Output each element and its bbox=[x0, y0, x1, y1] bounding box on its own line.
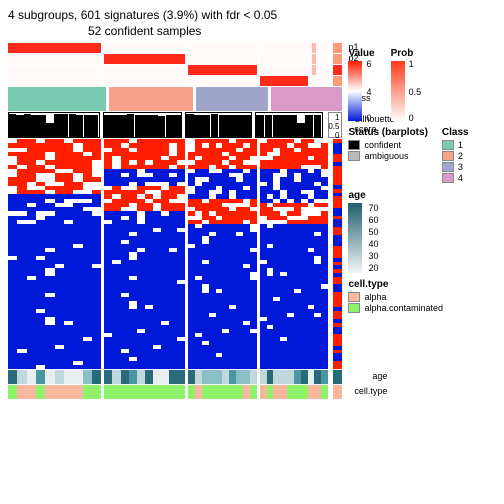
figure-row: p1p2p3p4 Class Silhouette score 10.50 12… bbox=[8, 42, 496, 400]
page-title: 4 subgroups, 601 signatures (3.9%) with … bbox=[8, 8, 496, 22]
heatmap: 123 bbox=[8, 139, 342, 369]
bottom-tracks: agecell.type bbox=[8, 370, 342, 399]
cell.type-track: cell.type bbox=[8, 385, 342, 399]
figure-column: p1p2p3p4 Class Silhouette score 10.50 12… bbox=[8, 42, 342, 400]
class-track: Class bbox=[8, 87, 342, 111]
page-subtitle: 52 confident samples bbox=[8, 24, 496, 38]
age-track: age bbox=[8, 370, 342, 384]
age-legend: age 706050403020 bbox=[348, 190, 496, 273]
p-track-p3: p3 bbox=[8, 65, 342, 75]
celltype-legend: cell.type alphaalpha.contaminated bbox=[348, 279, 496, 313]
silhouette-track: Silhouette score 10.50 bbox=[8, 112, 342, 138]
p-track-p1: p1 bbox=[8, 43, 342, 53]
p-track-p2: p2 bbox=[8, 54, 342, 64]
class-legend: Class 1234 bbox=[442, 121, 469, 184]
p-track-p4: p4 bbox=[8, 76, 342, 86]
legend-column: Value 6 4 0 Prob 1 0.5 0 bbox=[342, 42, 496, 400]
p-tracks: p1p2p3p4 bbox=[8, 43, 342, 86]
prob-legend: Prob 1 0.5 0 bbox=[391, 42, 414, 121]
